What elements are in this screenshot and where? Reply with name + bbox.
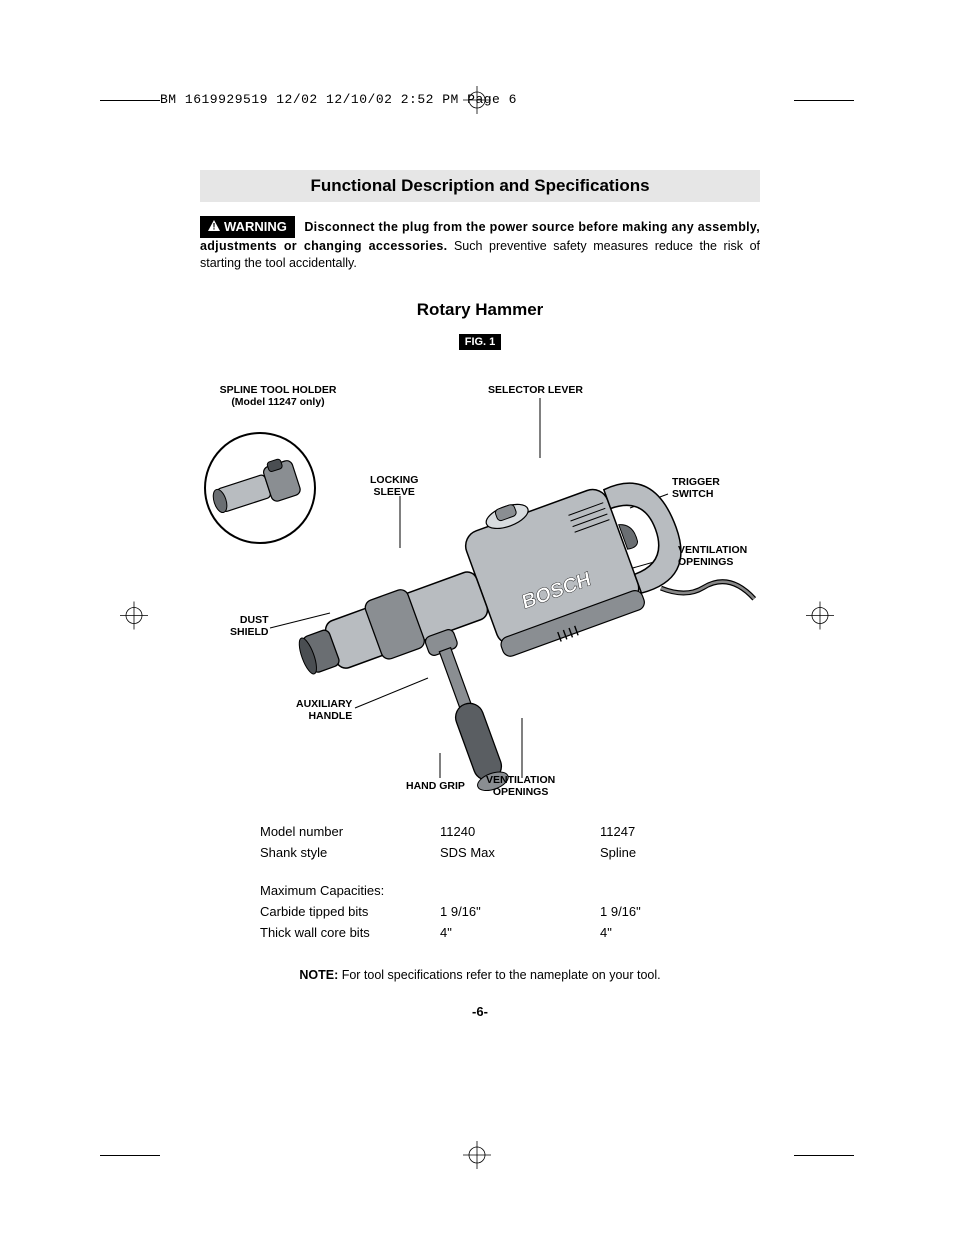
spec-value: SDS Max [440, 843, 600, 864]
crop-marks-bottom [0, 1135, 954, 1175]
callout-vent-bottom: VENTILATION OPENINGS [486, 774, 555, 799]
subheading: Rotary Hammer [200, 300, 760, 320]
print-slug: BM 1619929519 12/02 12/10/02 2:52 PM Pag… [160, 92, 517, 107]
spec-value: 1 9/16" [600, 902, 720, 923]
spec-label: Thick wall core bits [260, 923, 440, 944]
callout-locking-sleeve: LOCKING SLEEVE [370, 474, 418, 499]
spec-header: Maximum Capacities: [260, 881, 440, 902]
note-line: NOTE: For tool specifications refer to t… [200, 968, 760, 982]
registration-mark-icon [120, 601, 148, 634]
figure-label: FIG. 1 [459, 334, 501, 350]
warning-triangle-icon: ! [208, 218, 220, 236]
specifications-table: Model number 11240 11247 Shank style SDS… [260, 822, 760, 944]
callout-spline-holder: SPLINE TOOL HOLDER (Model 11247 only) [198, 384, 358, 409]
note-bold: NOTE: [299, 968, 338, 982]
callout-trigger: TRIGGER SWITCH [672, 476, 720, 501]
registration-mark-icon [463, 1141, 491, 1169]
page-number: -6- [200, 1004, 760, 1019]
callout-dust-shield: DUST SHIELD [230, 614, 269, 639]
table-row: Thick wall core bits 4" 4" [260, 923, 760, 944]
rotary-hammer-diagram: BOSCH [200, 358, 760, 798]
table-row: Model number 11240 11247 [260, 822, 760, 843]
spec-value: Spline [600, 843, 720, 864]
spec-value: 4" [600, 923, 720, 944]
spec-label: Model number [260, 822, 440, 843]
note-text: For tool specifications refer to the nam… [338, 968, 660, 982]
spec-value: 4" [440, 923, 600, 944]
table-row: Shank style SDS Max Spline [260, 843, 760, 864]
page: BM 1619929519 12/02 12/10/02 2:52 PM Pag… [0, 0, 954, 1235]
spec-label: Carbide tipped bits [260, 902, 440, 923]
callout-hand-grip: HAND GRIP [406, 780, 465, 793]
callout-selector-lever: SELECTOR LEVER [488, 384, 583, 397]
warning-paragraph: ! WARNING Disconnect the plug from the p… [200, 216, 760, 272]
svg-text:!: ! [213, 222, 216, 232]
warning-label: WARNING [224, 218, 287, 236]
warning-badge: ! WARNING [200, 216, 295, 238]
registration-mark-icon [806, 601, 834, 634]
table-row: Maximum Capacities: [260, 881, 760, 902]
section-title: Functional Description and Specification… [200, 170, 760, 202]
rotary-hammer-illustration: BOSCH [200, 358, 760, 798]
spec-label: Shank style [260, 843, 440, 864]
table-row: Carbide tipped bits 1 9/16" 1 9/16" [260, 902, 760, 923]
spec-value: 11240 [440, 822, 600, 843]
spec-value: 1 9/16" [440, 902, 600, 923]
spec-value: 11247 [600, 822, 720, 843]
callout-aux-handle: AUXILIARY HANDLE [296, 698, 352, 723]
callout-vent-right: VENTILATION OPENINGS [678, 544, 747, 569]
content-area: Functional Description and Specification… [200, 170, 760, 1019]
